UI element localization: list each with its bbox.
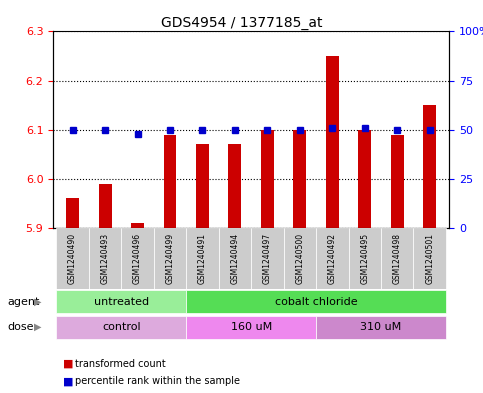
Text: percentile rank within the sample: percentile rank within the sample [75,376,240,386]
FancyBboxPatch shape [89,228,121,289]
FancyBboxPatch shape [57,290,186,313]
Text: GSM1240501: GSM1240501 [425,233,434,284]
Bar [423,105,436,228]
FancyBboxPatch shape [349,228,381,289]
Text: 310 uM: 310 uM [360,322,402,332]
Text: ■: ■ [63,358,73,369]
Text: 160 uM: 160 uM [230,322,272,332]
Text: dose: dose [7,322,34,332]
FancyBboxPatch shape [284,228,316,289]
Text: ■: ■ [63,376,73,386]
Text: GSM1240490: GSM1240490 [68,233,77,284]
Text: GSM1240495: GSM1240495 [360,233,369,284]
Bar [99,184,112,228]
Text: GSM1240500: GSM1240500 [296,233,304,284]
Text: GSM1240492: GSM1240492 [328,233,337,284]
FancyBboxPatch shape [186,316,316,339]
FancyBboxPatch shape [316,316,446,339]
Text: untreated: untreated [94,297,149,307]
Text: GSM1240497: GSM1240497 [263,233,272,284]
FancyBboxPatch shape [413,228,446,289]
Text: transformed count: transformed count [75,358,166,369]
Text: GSM1240494: GSM1240494 [230,233,240,284]
Bar [358,130,371,228]
FancyBboxPatch shape [154,228,186,289]
FancyBboxPatch shape [57,316,186,339]
Bar [66,198,79,228]
Text: GSM1240499: GSM1240499 [166,233,174,284]
Bar [326,56,339,228]
Text: control: control [102,322,141,332]
FancyBboxPatch shape [381,228,413,289]
FancyBboxPatch shape [57,228,89,289]
Text: GSM1240491: GSM1240491 [198,233,207,284]
FancyBboxPatch shape [186,290,446,313]
FancyBboxPatch shape [219,228,251,289]
FancyBboxPatch shape [316,228,349,289]
Text: ▶: ▶ [34,322,42,332]
Text: ▶: ▶ [34,297,42,307]
Text: GSM1240496: GSM1240496 [133,233,142,284]
Bar [196,144,209,228]
Bar [164,134,176,228]
Text: agent: agent [7,297,40,307]
Bar [293,130,306,228]
Text: cobalt chloride: cobalt chloride [275,297,357,307]
Bar [391,134,404,228]
FancyBboxPatch shape [251,228,284,289]
Bar [261,130,274,228]
FancyBboxPatch shape [121,228,154,289]
FancyBboxPatch shape [186,228,219,289]
Text: GDS4954 / 1377185_at: GDS4954 / 1377185_at [161,16,322,30]
Bar [131,223,144,228]
Text: GSM1240498: GSM1240498 [393,233,402,284]
Bar [228,144,242,228]
Text: GSM1240493: GSM1240493 [100,233,110,284]
